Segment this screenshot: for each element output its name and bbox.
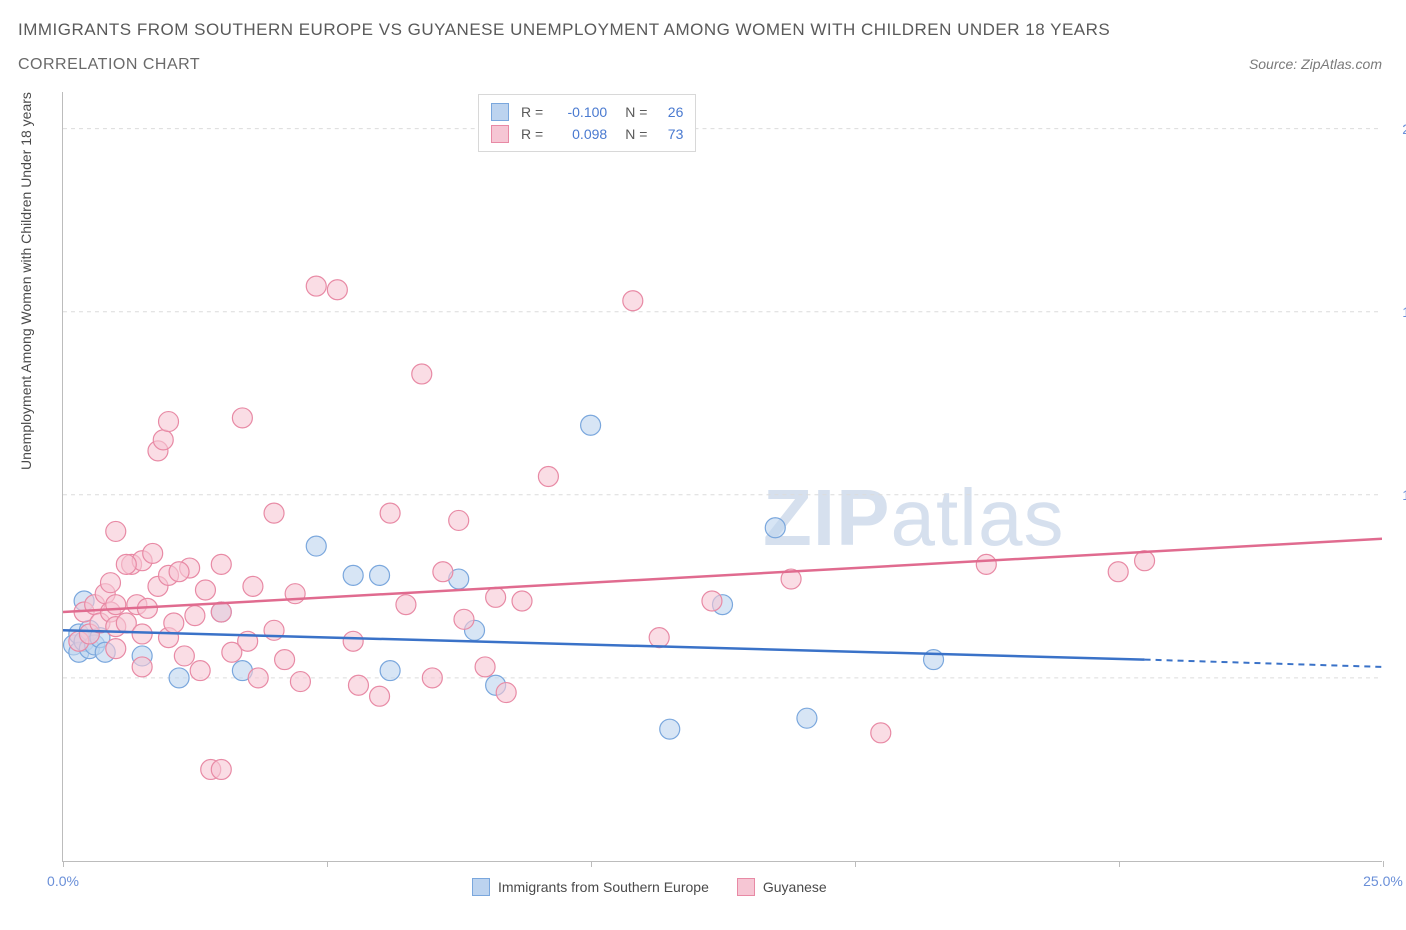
data-point: [538, 467, 558, 487]
chart-subtitle: CORRELATION CHART: [18, 56, 200, 74]
y-axis-label: Unemployment Among Women with Children U…: [18, 92, 34, 470]
series-legend-item: Guyanese: [737, 878, 827, 896]
data-point: [343, 631, 363, 651]
series-legend-item: Immigrants from Southern Europe: [472, 878, 709, 896]
data-point: [1108, 562, 1128, 582]
data-point: [496, 683, 516, 703]
data-point: [976, 554, 996, 574]
data-point: [106, 521, 126, 541]
data-point: [195, 580, 215, 600]
data-point: [190, 661, 210, 681]
data-point: [306, 536, 326, 556]
data-point: [581, 415, 601, 435]
data-point: [370, 565, 390, 585]
data-point: [185, 606, 205, 626]
data-point: [396, 595, 416, 615]
data-point: [164, 613, 184, 633]
source-label: Source: ZipAtlas.com: [1249, 56, 1382, 72]
x-tick: [1383, 861, 1384, 867]
series-legend-label: Immigrants from Southern Europe: [498, 879, 709, 895]
data-point: [454, 609, 474, 629]
y-tick-label: 20.0%: [1402, 121, 1406, 137]
legend-swatch: [491, 125, 509, 143]
data-point: [232, 408, 252, 428]
legend-swatch: [472, 878, 490, 896]
data-point: [132, 657, 152, 677]
data-point: [222, 642, 242, 662]
r-label: R =: [521, 101, 543, 123]
n-label: N =: [625, 101, 647, 123]
correlation-legend-row: R = -0.100 N = 26: [491, 101, 683, 123]
chart-title: IMMIGRANTS FROM SOUTHERN EUROPE VS GUYAN…: [18, 20, 1110, 40]
data-point: [290, 672, 310, 692]
data-point: [871, 723, 891, 743]
chart-plot-area: ZIPatlas 5.0%10.0%15.0%20.0% 0.0%25.0%: [62, 92, 1382, 862]
data-point: [649, 628, 669, 648]
data-point: [370, 686, 390, 706]
series-legend: Immigrants from Southern Europe Guyanese: [472, 878, 827, 896]
data-point: [132, 624, 152, 644]
scatter-svg: [63, 92, 1382, 861]
legend-swatch: [737, 878, 755, 896]
data-point: [159, 412, 179, 432]
data-point: [306, 276, 326, 296]
y-tick-label: 10.0%: [1402, 487, 1406, 503]
data-point: [100, 573, 120, 593]
x-tick-label: 0.0%: [47, 873, 79, 889]
data-point: [343, 565, 363, 585]
data-point: [143, 543, 163, 563]
n-label: N =: [625, 123, 647, 145]
series-legend-label: Guyanese: [763, 879, 827, 895]
data-point: [153, 430, 173, 450]
data-point: [797, 708, 817, 728]
data-point: [1135, 551, 1155, 571]
data-point: [380, 661, 400, 681]
data-point: [169, 668, 189, 688]
correlation-legend: R = -0.100 N = 26 R = 0.098 N = 73: [478, 94, 696, 152]
data-point: [765, 518, 785, 538]
x-tick: [63, 861, 64, 867]
data-point: [106, 595, 126, 615]
data-point: [106, 639, 126, 659]
x-tick: [855, 861, 856, 867]
data-point: [169, 562, 189, 582]
data-point: [348, 675, 368, 695]
data-point: [475, 657, 495, 677]
data-point: [380, 503, 400, 523]
data-point: [660, 719, 680, 739]
x-tick: [1119, 861, 1120, 867]
data-point: [486, 587, 506, 607]
data-point: [264, 503, 284, 523]
data-point: [211, 554, 231, 574]
trend-line-extrapolated: [1145, 660, 1382, 667]
n-value: 26: [655, 101, 683, 123]
correlation-legend-row: R = 0.098 N = 73: [491, 123, 683, 145]
x-tick-label: 25.0%: [1363, 873, 1403, 889]
data-point: [174, 646, 194, 666]
data-point: [243, 576, 263, 596]
data-point: [412, 364, 432, 384]
legend-swatch: [491, 103, 509, 121]
data-point: [211, 602, 231, 622]
r-value: 0.098: [551, 123, 607, 145]
data-point: [433, 562, 453, 582]
data-point: [702, 591, 722, 611]
n-value: 73: [655, 123, 683, 145]
data-point: [512, 591, 532, 611]
r-value: -0.100: [551, 101, 607, 123]
data-point: [327, 280, 347, 300]
data-point: [248, 668, 268, 688]
data-point: [275, 650, 295, 670]
y-tick-label: 15.0%: [1402, 304, 1406, 320]
data-point: [623, 291, 643, 311]
x-tick: [327, 861, 328, 867]
x-tick: [591, 861, 592, 867]
data-point: [116, 554, 136, 574]
data-point: [449, 510, 469, 530]
data-point: [422, 668, 442, 688]
data-point: [211, 759, 231, 779]
r-label: R =: [521, 123, 543, 145]
